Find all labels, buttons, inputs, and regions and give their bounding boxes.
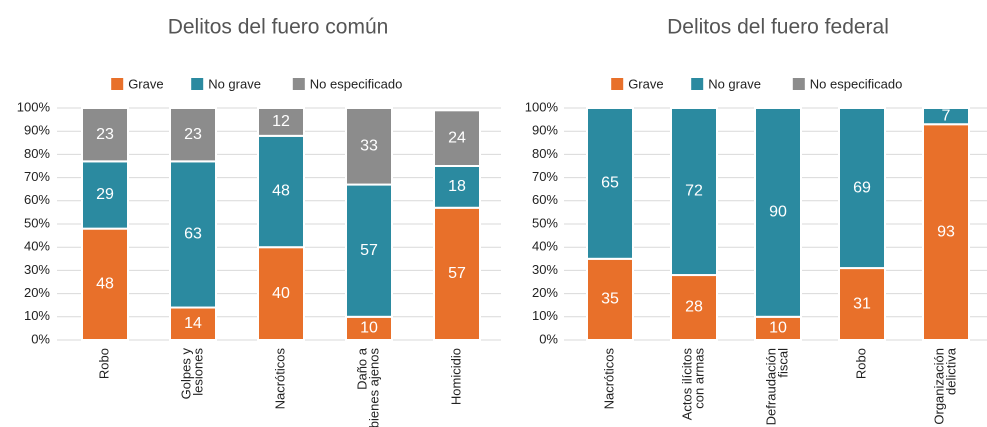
bar-segment [169,107,217,163]
bar-segment [670,107,718,277]
y-tick-label: 100% [525,99,559,114]
y-tick-label: 20% [532,285,558,300]
data-label: 69 [853,179,871,196]
bar-segment [169,160,217,309]
data-label: 10 [360,320,378,337]
x-tick-label: delictiva [943,347,958,395]
legend-swatch [611,78,624,90]
y-tick-label: 50% [24,215,50,230]
bar-segment [433,109,481,167]
bar-segment [754,107,802,318]
data-label: 63 [184,226,202,243]
legend-label: No especificado [810,76,903,91]
bar-segment [586,107,634,260]
data-label: 65 [601,175,619,192]
bar-segment [433,165,481,209]
data-label: 18 [448,178,466,195]
y-tick-label: 80% [532,146,558,161]
y-tick-label: 50% [532,215,558,230]
x-tick-label: Homicidio [448,348,463,405]
x-tick-label: con armas [691,348,706,409]
x-tick-label: Organización [931,348,946,425]
bar-segment [345,107,393,186]
bar-segment [81,107,129,163]
data-label: 12 [272,113,290,130]
bar-segment [922,107,970,126]
y-tick-label: 70% [532,169,558,184]
bar-segment [81,160,129,230]
data-label: 57 [360,242,378,259]
x-tick-label: bienes ajenos [366,348,381,427]
data-label: 10 [769,320,787,337]
y-tick-label: 60% [532,192,558,207]
y-tick-label: 0% [31,331,50,346]
bar-segment [81,227,129,341]
legend-swatch [792,78,805,90]
x-tick-label: Robo [853,348,868,379]
x-tick-label: Robo [96,348,111,379]
data-label: 93 [937,223,955,240]
data-label: 57 [448,265,466,282]
legend-label: Grave [628,76,663,91]
y-tick-label: 90% [532,123,558,138]
data-label: 35 [601,291,619,308]
y-tick-label: 30% [532,262,558,277]
data-label: 14 [184,315,202,332]
y-tick-label: 90% [24,123,50,138]
data-label: 24 [448,129,466,146]
data-label: 72 [685,183,703,200]
data-label: 7 [942,107,951,124]
bar-segment [257,107,305,137]
data-label: 90 [769,204,787,221]
y-tick-label: 80% [24,146,50,161]
x-tick-label: Nacróticos [272,348,287,410]
bar-segment [433,206,481,341]
legend-swatch [691,78,704,90]
data-label: 28 [685,299,703,316]
bar-segment [838,107,886,270]
y-tick-label: 60% [24,192,50,207]
data-label: 48 [96,276,114,293]
x-tick-label: Defraudación [763,348,778,425]
chart-title: Delitos del fuero federal [667,16,889,39]
y-tick-label: 0% [539,331,558,346]
bar-segment [345,183,393,318]
bar-segment [922,123,970,341]
legend-label: No especificado [310,76,403,91]
data-label: 33 [360,137,378,154]
data-label: 29 [96,186,114,203]
legend-label: Grave [128,76,163,91]
x-tick-label: lesiones [190,348,205,396]
x-tick-label: Actos ilícitos [679,348,694,421]
bar-segment [169,306,217,341]
x-tick-label: Nacróticos [601,348,616,410]
y-tick-label: 30% [24,262,50,277]
chart-title: Delitos del fuero común [168,16,389,39]
y-tick-label: 20% [24,285,50,300]
y-tick-label: 100% [17,99,51,114]
bar-segment [257,246,305,341]
legend-swatch [111,78,124,90]
legend-swatch [292,78,305,90]
x-tick-label: fiscal [775,348,790,378]
y-tick-label: 70% [24,169,50,184]
data-label: 40 [272,285,290,302]
y-tick-label: 40% [532,239,558,254]
bar-segment [838,267,886,341]
legend-swatch [191,78,204,90]
y-tick-label: 10% [532,308,558,323]
legend-label: No grave [208,76,261,91]
y-tick-label: 10% [24,308,50,323]
data-label: 23 [96,126,114,143]
data-label: 23 [184,126,202,143]
y-tick-label: 40% [24,239,50,254]
data-label: 31 [853,295,871,312]
data-label: 48 [272,183,290,200]
x-tick-label: Daño a [354,347,369,390]
bar-segment [586,257,634,341]
x-tick-label: Golpes y [178,348,193,400]
legend-label: No grave [708,76,761,91]
